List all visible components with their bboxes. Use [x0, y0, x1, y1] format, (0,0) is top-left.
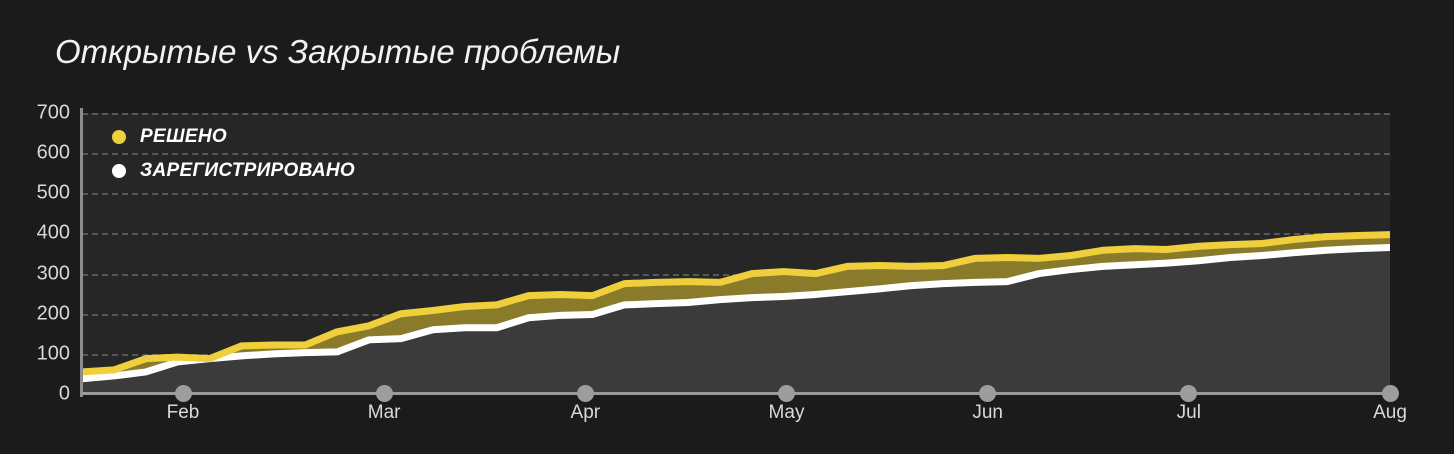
x-axis-tick-label: Jun: [972, 402, 1003, 424]
legend-item-registered[interactable]: ЗАРЕГИСТРИРОВАНО: [112, 156, 355, 186]
x-axis-tick-label: Aug: [1373, 402, 1407, 424]
x-axis-tick-marker: [376, 385, 393, 402]
x-axis-tick-marker: [1382, 385, 1399, 402]
x-axis-tick-label: Apr: [571, 402, 601, 424]
x-axis-tick-label: Feb: [167, 402, 200, 424]
legend-dot-registered: [112, 164, 126, 178]
legend-label-registered: ЗАРЕГИСТРИРОВАНО: [140, 160, 355, 182]
x-axis-tick-marker: [1180, 385, 1197, 402]
x-axis-tick-marker: [979, 385, 996, 402]
chart-legend: РЕШЕНО ЗАРЕГИСТРИРОВАНО: [112, 122, 355, 190]
x-axis-tick-label: Mar: [368, 402, 401, 424]
x-axis-tick-label: May: [769, 402, 805, 424]
x-axis-labels: Feb Mar Apr May Jun Jul Aug: [0, 0, 1454, 454]
legend-dot-resolved: [112, 130, 126, 144]
chart-root: Открытые vs Закрытые проблемы 0100200300…: [0, 0, 1454, 454]
legend-label-resolved: РЕШЕНО: [140, 126, 227, 148]
x-axis-tick-marker: [577, 385, 594, 402]
legend-item-resolved[interactable]: РЕШЕНО: [112, 122, 355, 152]
x-axis-tick-marker: [778, 385, 795, 402]
x-axis-tick-label: Jul: [1177, 402, 1201, 424]
x-axis-tick-marker: [175, 385, 192, 402]
